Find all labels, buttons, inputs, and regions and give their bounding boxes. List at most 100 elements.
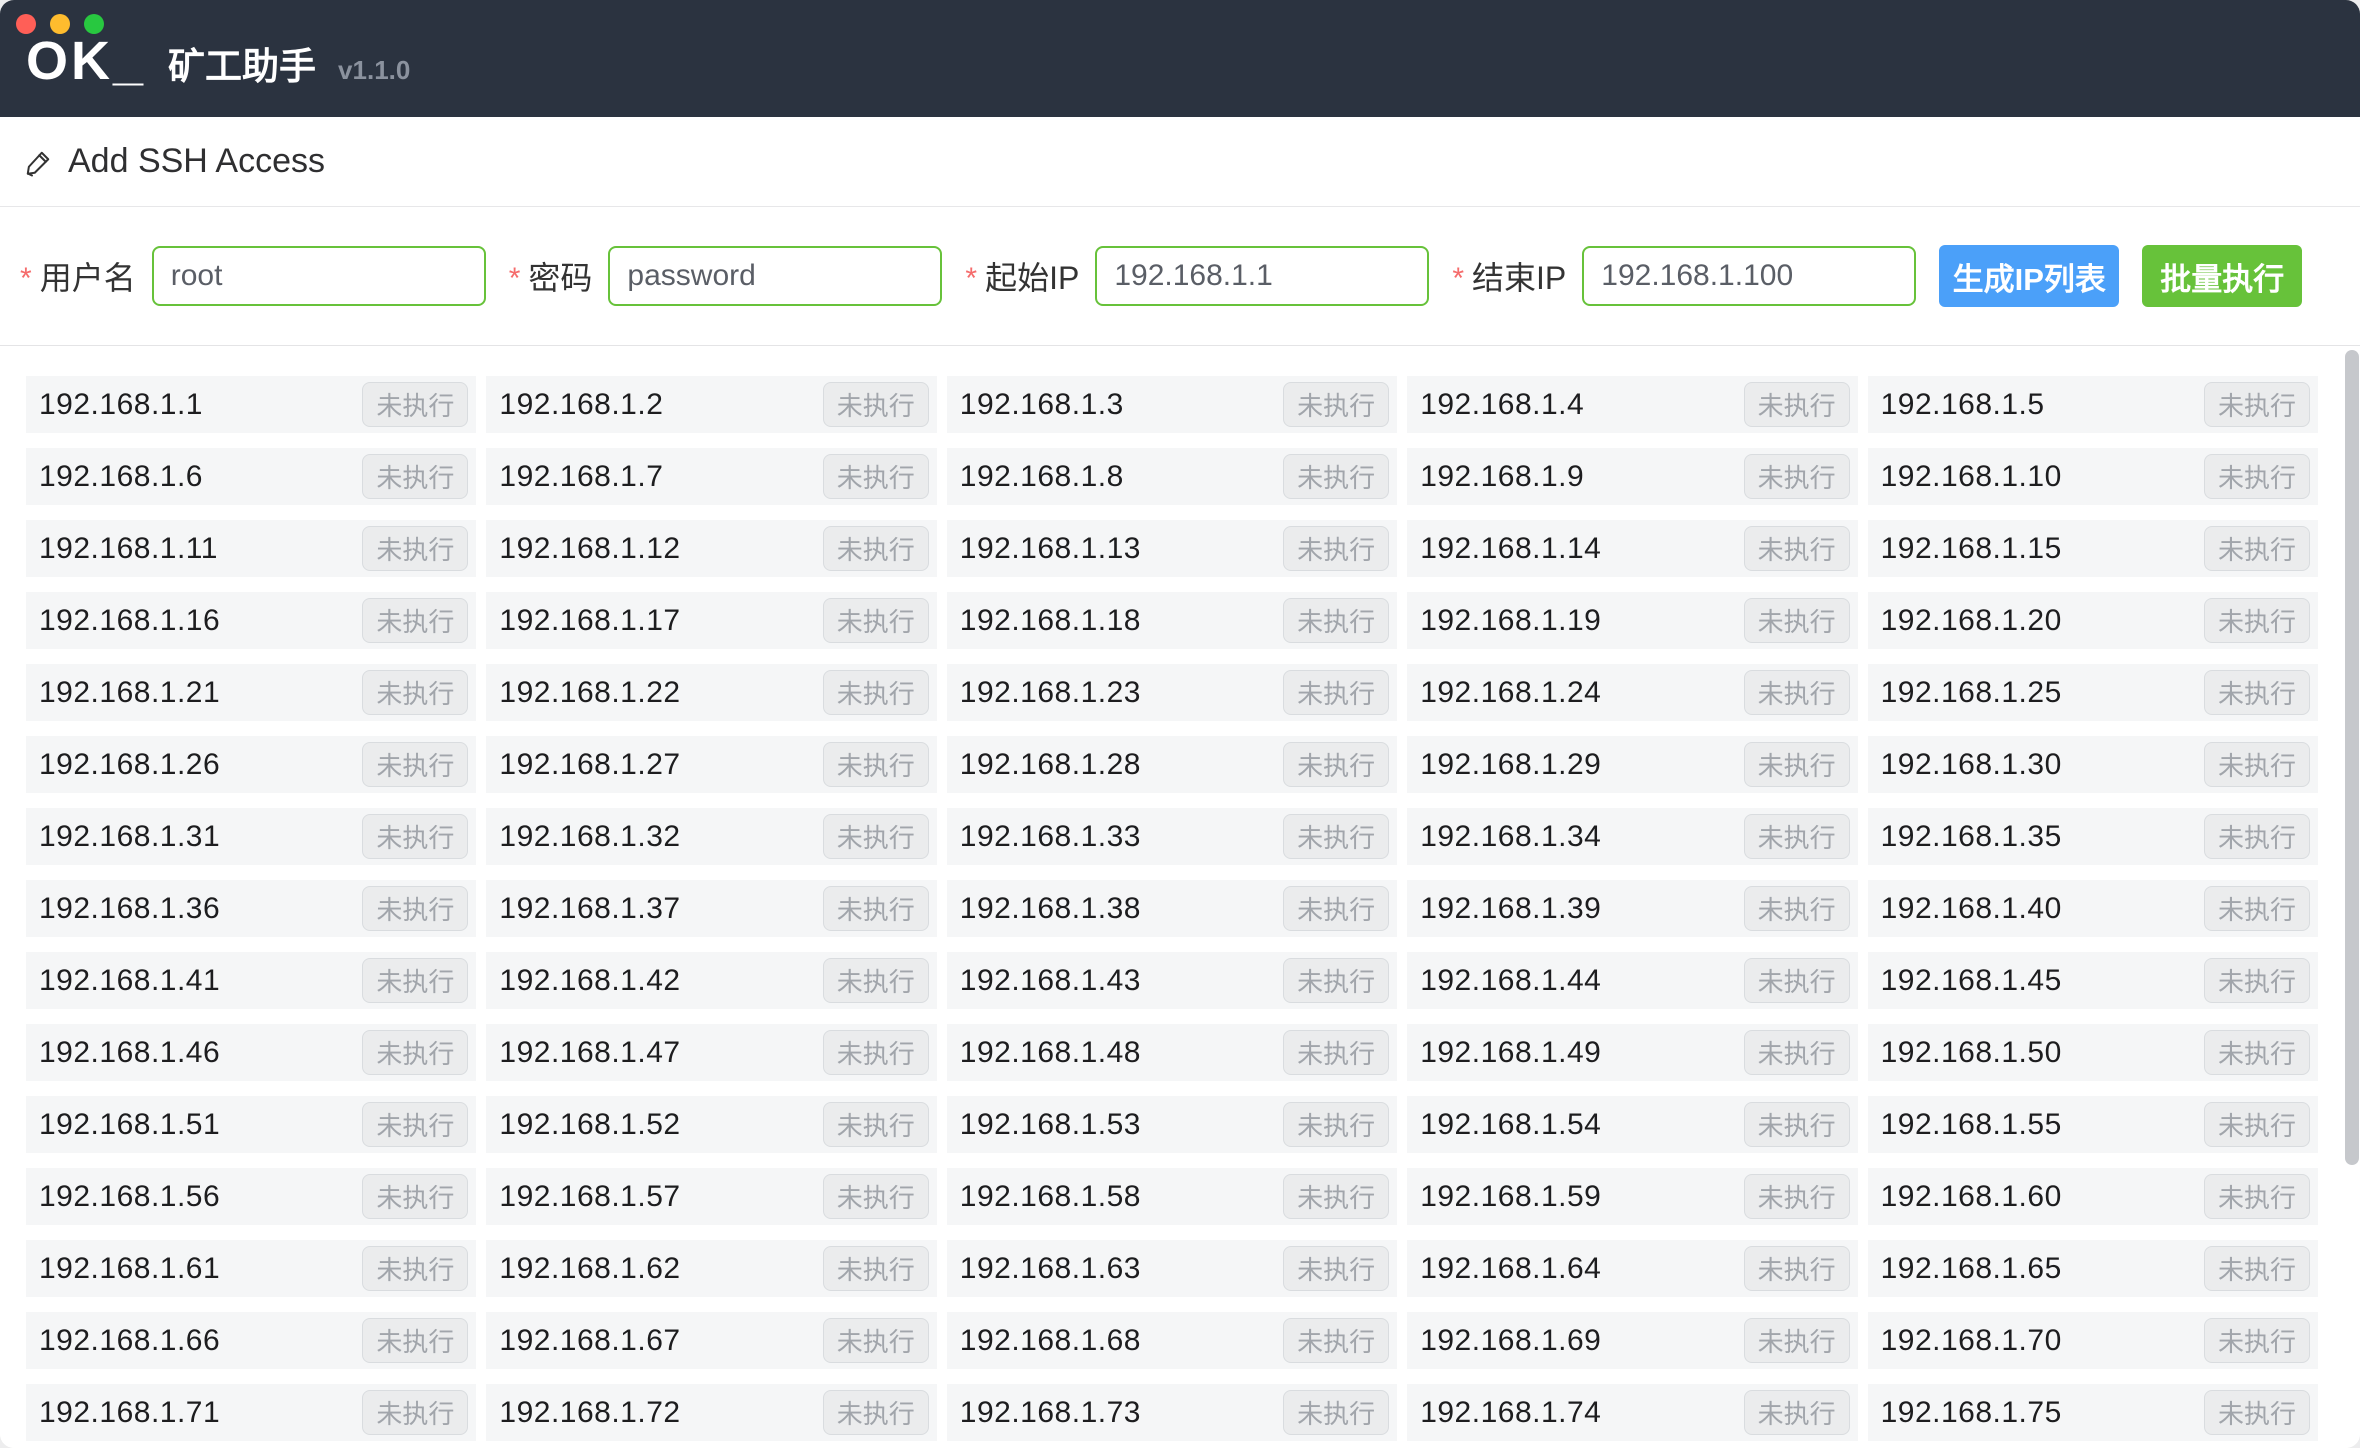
status-button[interactable]: 未执行	[2203, 1174, 2310, 1219]
status-button[interactable]: 未执行	[2203, 598, 2310, 643]
status-button[interactable]: 未执行	[1283, 598, 1390, 643]
status-button[interactable]: 未执行	[1283, 454, 1390, 499]
status-button[interactable]: 未执行	[1743, 814, 1850, 859]
status-button[interactable]: 未执行	[362, 958, 469, 1003]
status-button[interactable]: 未执行	[1283, 1174, 1390, 1219]
status-button[interactable]: 未执行	[822, 958, 929, 1003]
status-button[interactable]: 未执行	[822, 1390, 929, 1435]
status-button[interactable]: 未执行	[1283, 886, 1390, 931]
status-button[interactable]: 未执行	[822, 886, 929, 931]
status-button[interactable]: 未执行	[2203, 958, 2310, 1003]
ip-label: 192.168.1.62	[499, 1251, 681, 1285]
status-button[interactable]: 未执行	[1743, 1102, 1850, 1147]
status-button[interactable]: 未执行	[822, 1246, 929, 1291]
ip-cell: 192.168.1.21 未执行	[26, 664, 477, 721]
status-button[interactable]: 未执行	[822, 814, 929, 859]
status-button[interactable]: 未执行	[822, 1174, 929, 1219]
end-ip-input[interactable]	[1582, 246, 1917, 306]
status-button[interactable]: 未执行	[2203, 670, 2310, 715]
status-button[interactable]: 未执行	[1283, 1246, 1390, 1291]
status-button[interactable]: 未执行	[1283, 742, 1390, 787]
status-button[interactable]: 未执行	[822, 382, 929, 427]
ip-label: 192.168.1.43	[959, 963, 1141, 997]
status-button[interactable]: 未执行	[2203, 382, 2310, 427]
status-button[interactable]: 未执行	[1283, 1102, 1390, 1147]
status-button[interactable]: 未执行	[1743, 958, 1850, 1003]
status-button[interactable]: 未执行	[362, 670, 469, 715]
status-button[interactable]: 未执行	[2203, 526, 2310, 571]
status-button[interactable]: 未执行	[1743, 1318, 1850, 1363]
username-input[interactable]	[151, 246, 486, 306]
status-button[interactable]: 未执行	[362, 454, 469, 499]
status-button[interactable]: 未执行	[1743, 526, 1850, 571]
close-window-button[interactable]	[16, 14, 36, 34]
status-button[interactable]: 未执行	[1283, 814, 1390, 859]
zoom-window-button[interactable]	[84, 14, 104, 34]
status-button[interactable]: 未执行	[2203, 1246, 2310, 1291]
status-button[interactable]: 未执行	[1743, 1030, 1850, 1075]
ip-label: 192.168.1.40	[1880, 891, 2062, 925]
minimize-window-button[interactable]	[50, 14, 70, 34]
status-button[interactable]: 未执行	[362, 1390, 469, 1435]
status-button[interactable]: 未执行	[362, 1246, 469, 1291]
status-button[interactable]: 未执行	[2203, 886, 2310, 931]
status-button[interactable]: 未执行	[1743, 1174, 1850, 1219]
status-button[interactable]: 未执行	[1743, 382, 1850, 427]
status-button[interactable]: 未执行	[822, 1102, 929, 1147]
status-button[interactable]: 未执行	[2203, 1102, 2310, 1147]
ip-label: 192.168.1.58	[959, 1179, 1141, 1213]
status-button[interactable]: 未执行	[1283, 958, 1390, 1003]
status-button[interactable]: 未执行	[362, 1102, 469, 1147]
status-button[interactable]: 未执行	[822, 742, 929, 787]
status-button[interactable]: 未执行	[2203, 814, 2310, 859]
status-button[interactable]: 未执行	[1743, 670, 1850, 715]
start-ip-input[interactable]	[1095, 246, 1430, 306]
status-button[interactable]: 未执行	[2203, 1318, 2310, 1363]
status-button[interactable]: 未执行	[1283, 382, 1390, 427]
status-button[interactable]: 未执行	[2203, 1030, 2310, 1075]
status-button[interactable]: 未执行	[1743, 1246, 1850, 1291]
status-button[interactable]: 未执行	[1743, 742, 1850, 787]
password-field-group: * 密码	[509, 246, 943, 306]
ip-cell: 192.168.1.11 未执行	[26, 520, 477, 577]
status-button[interactable]: 未执行	[1283, 670, 1390, 715]
status-button[interactable]: 未执行	[362, 526, 469, 571]
status-button[interactable]: 未执行	[822, 526, 929, 571]
status-button[interactable]: 未执行	[1743, 1390, 1850, 1435]
ip-label: 192.168.1.59	[1420, 1179, 1602, 1213]
status-button[interactable]: 未执行	[1283, 1318, 1390, 1363]
status-button[interactable]: 未执行	[362, 1030, 469, 1075]
status-button[interactable]: 未执行	[1283, 526, 1390, 571]
status-button[interactable]: 未执行	[362, 598, 469, 643]
status-button[interactable]: 未执行	[362, 1318, 469, 1363]
password-input[interactable]	[608, 246, 943, 306]
status-button[interactable]: 未执行	[1283, 1030, 1390, 1075]
status-button[interactable]: 未执行	[362, 382, 469, 427]
status-button[interactable]: 未执行	[1743, 454, 1850, 499]
batch-execute-button[interactable]: 批量执行	[2142, 245, 2303, 307]
generate-ip-list-button[interactable]: 生成IP列表	[1939, 245, 2120, 307]
end-ip-field-group: * 结束IP	[1452, 246, 1917, 306]
status-button[interactable]: 未执行	[362, 814, 469, 859]
ip-cell: 192.168.1.40 未执行	[1867, 880, 2318, 937]
status-button[interactable]: 未执行	[2203, 1390, 2310, 1435]
status-button[interactable]: 未执行	[822, 454, 929, 499]
ip-label: 192.168.1.10	[1880, 459, 2062, 493]
status-button[interactable]: 未执行	[362, 886, 469, 931]
status-button[interactable]: 未执行	[822, 670, 929, 715]
ip-cell: 192.168.1.39 未执行	[1407, 880, 1858, 937]
status-button[interactable]: 未执行	[1743, 598, 1850, 643]
status-button[interactable]: 未执行	[822, 598, 929, 643]
ip-cell: 192.168.1.57 未执行	[486, 1168, 937, 1225]
scrollbar-thumb[interactable]	[2345, 350, 2359, 1165]
status-button[interactable]: 未执行	[2203, 454, 2310, 499]
status-button[interactable]: 未执行	[2203, 742, 2310, 787]
ip-cell: 192.168.1.59 未执行	[1407, 1168, 1858, 1225]
status-button[interactable]: 未执行	[1743, 886, 1850, 931]
status-button[interactable]: 未执行	[362, 742, 469, 787]
status-button[interactable]: 未执行	[822, 1318, 929, 1363]
status-button[interactable]: 未执行	[1283, 1390, 1390, 1435]
status-button[interactable]: 未执行	[822, 1030, 929, 1075]
status-button[interactable]: 未执行	[362, 1174, 469, 1219]
ip-label: 192.168.1.69	[1420, 1323, 1602, 1357]
